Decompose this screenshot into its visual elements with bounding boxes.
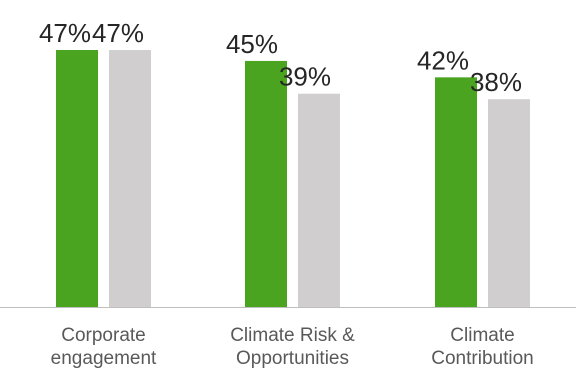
category-label-2-1: Contribution (431, 348, 533, 369)
bar-1-0 (245, 60, 287, 307)
category-label-2-0: Climate (450, 325, 514, 346)
value-label-0-1: 47% (92, 18, 144, 48)
category-label-1-0: Climate Risk & (230, 325, 355, 346)
bar-0-1 (109, 50, 151, 307)
value-label-2-0: 42% (417, 45, 469, 75)
bar-1-1 (298, 93, 340, 307)
bar-2-1 (488, 99, 530, 307)
value-label-1-1: 39% (279, 62, 331, 92)
category-label-0-0: Corporate (61, 325, 146, 346)
value-label-2-1: 38% (470, 67, 522, 97)
value-label-1-0: 45% (226, 29, 278, 59)
bar-2-0 (435, 77, 477, 307)
bar-0-0 (56, 50, 98, 307)
category-label-0-1: engagement (51, 348, 157, 369)
value-labels-group: 47% 47% 45%39% 42%38% (39, 18, 522, 97)
category-label-1-1: Opportunities (236, 348, 349, 369)
value-label-0-0: 47% (39, 18, 91, 48)
bars-group (56, 50, 530, 307)
